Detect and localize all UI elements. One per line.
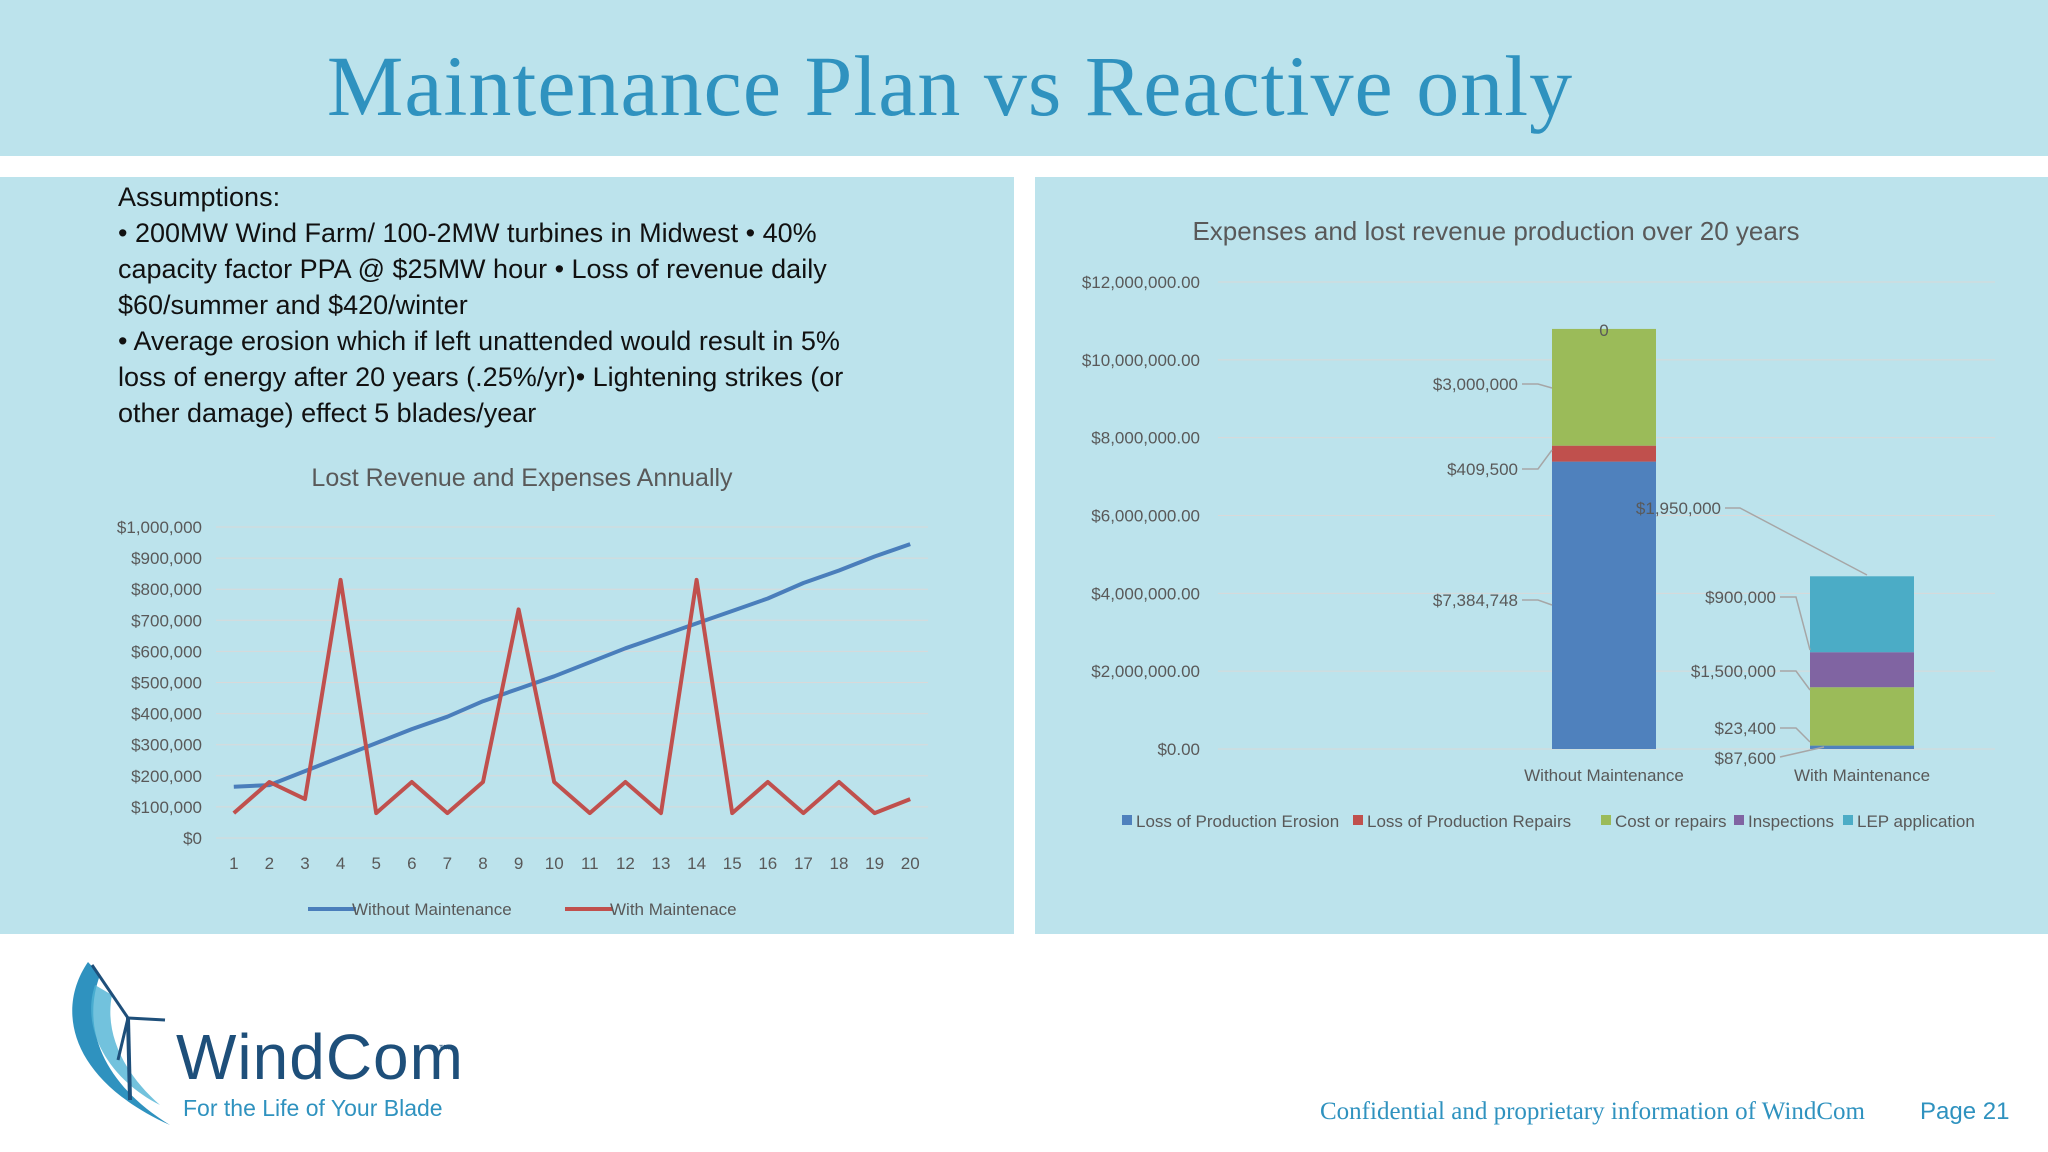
bar-legend-label: Inspections	[1748, 812, 1834, 831]
bar-legend-label: Loss of Production Erosion	[1136, 812, 1339, 831]
page-title: Maintenance Plan vs Reactive only	[326, 38, 1574, 134]
line-chart-x-tick-label: 12	[616, 854, 635, 873]
bar-segment	[1810, 652, 1914, 688]
bar-label-leader-line	[1725, 507, 1868, 576]
bar-segment	[1810, 576, 1914, 653]
assumptions-line: • Average erosion which if left unattend…	[118, 326, 840, 356]
assumptions-line: other damage) effect 5 blades/year	[118, 398, 537, 428]
line-chart-x-tick-label: 11	[581, 854, 599, 873]
bar-chart-y-tick-label: $2,000,000.00	[1091, 662, 1200, 681]
line-chart-x-tick-label: 1	[229, 854, 238, 873]
bar-legend-swatch	[1353, 815, 1363, 825]
bar-segment	[1552, 445, 1656, 462]
assumptions-line: • 200MW Wind Farm/ 100-2MW turbines in M…	[118, 218, 817, 248]
line-chart-y-tick-label: $500,000	[131, 674, 202, 693]
bar-chart-category-label: With Maintenance	[1794, 766, 1930, 785]
line-chart-x-tick-label: 17	[794, 854, 813, 873]
line-chart-y-tick-label: $800,000	[131, 580, 202, 599]
bar-data-label: $87,600	[1715, 749, 1776, 768]
line-chart-x-tick-label: 14	[687, 854, 706, 873]
logo-trademark: ™	[438, 1042, 450, 1056]
bar-legend-label: Cost or repairs	[1615, 812, 1726, 831]
bar-segment	[1810, 687, 1914, 746]
bar-label-leader-line	[1779, 746, 1825, 758]
bar-label-leader-line	[1780, 727, 1811, 743]
line-chart-series-line	[233, 542, 911, 789]
bar-label-leader-line	[1780, 596, 1811, 651]
line-chart-y-tick-label: $400,000	[131, 705, 202, 724]
line-chart-y-tick-label: $300,000	[131, 736, 202, 755]
bar-legend-swatch	[1122, 815, 1132, 825]
line-chart-x-tick-label: 3	[300, 854, 309, 873]
line-chart-y-tick-label: $600,000	[131, 642, 202, 661]
bar-legend-swatch	[1734, 815, 1744, 825]
bar-data-label: $3,000,000	[1433, 375, 1518, 394]
line-chart-y-tick-label: $200,000	[131, 767, 202, 786]
footer-page-number: Page 21	[1920, 1098, 2010, 1125]
bar-data-label: $23,400	[1715, 719, 1776, 738]
line-chart-y-tick-label: $900,000	[131, 549, 202, 568]
bar-chart-y-tick-label: $12,000,000.00	[1082, 273, 1200, 292]
line-chart-title: Lost Revenue and Expenses Annually	[311, 464, 733, 492]
bar-chart-y-tick-label: $4,000,000.00	[1091, 584, 1200, 603]
bar-legend-swatch	[1843, 815, 1853, 825]
left-panel	[0, 177, 1014, 934]
bar-chart-title: Expenses and lost revenue production ove…	[1192, 216, 1799, 246]
bar-label-leader-line	[1780, 670, 1811, 691]
line-chart-x-tick-label: 7	[443, 854, 452, 873]
bar-chart-y-tick-label: $6,000,000.00	[1091, 507, 1200, 526]
bar-data-label: $1,950,000	[1636, 499, 1721, 518]
line-chart-x-tick-label: 19	[865, 854, 884, 873]
bar-legend-label: LEP application	[1857, 812, 1975, 831]
line-chart-y-tick-label: $100,000	[131, 798, 202, 817]
bar-chart-y-tick-label: $0.00	[1157, 740, 1200, 759]
bar-chart-y-tick-label: $8,000,000.00	[1091, 429, 1200, 448]
line-chart-y-tick-label: $700,000	[131, 611, 202, 630]
bar-legend-swatch	[1601, 815, 1611, 825]
bar-data-label: $409,500	[1447, 460, 1518, 479]
bar-data-label: $7,384,748	[1433, 591, 1518, 610]
assumptions-line: $60/summer and $420/winter	[118, 290, 468, 320]
bar-data-label: $1,500,000	[1691, 662, 1776, 681]
bar-data-label: 0	[1599, 321, 1608, 340]
line-chart-y-tick-label: $0	[183, 829, 202, 848]
line-chart-legend-label: With Maintenace	[610, 900, 737, 919]
logo-wordmark: WindCom	[176, 1021, 464, 1093]
line-chart-x-tick-label: 4	[336, 854, 345, 873]
bar-chart-category-label: Without Maintenance	[1524, 766, 1684, 785]
assumptions-line: loss of energy after 20 years (.25%/yr)•…	[118, 362, 844, 392]
title-band	[0, 0, 2048, 156]
bar-segment	[1552, 328, 1656, 446]
line-chart-legend-label: Without Maintenance	[352, 900, 512, 919]
line-chart-x-tick-label: 8	[478, 854, 487, 873]
assumptions-line: capacity factor PPA @ $25MW hour • Loss …	[118, 254, 827, 284]
bar-segment	[1810, 745, 1914, 749]
bar-segment	[1552, 461, 1656, 749]
line-chart-x-tick-label: 9	[514, 854, 523, 873]
assumptions-text: Assumptions: • 200MW Wind Farm/ 100-2MW …	[118, 179, 888, 431]
line-chart-x-tick-label: 18	[830, 854, 849, 873]
bar-label-leader-line	[1522, 599, 1553, 606]
bar-label-leader-line	[1522, 383, 1553, 389]
line-chart-series-line	[232, 577, 911, 816]
line-chart-x-tick-label: 5	[371, 854, 380, 873]
line-chart-x-tick-label: 6	[407, 854, 416, 873]
line-chart-y-tick-label: $1,000,000	[117, 518, 202, 537]
bar-data-label: $900,000	[1705, 588, 1776, 607]
logo-tagline: For the Life of Your Blade	[183, 1095, 443, 1121]
bar-chart-y-tick-label: $10,000,000.00	[1082, 351, 1200, 370]
line-chart-x-tick-label: 20	[901, 854, 920, 873]
line-chart-x-tick-label: 13	[652, 854, 671, 873]
bar-label-leader-line	[1522, 449, 1553, 470]
line-chart-x-tick-label: 10	[545, 854, 564, 873]
line-chart-x-tick-label: 15	[723, 854, 742, 873]
line-chart-x-tick-label: 2	[265, 854, 274, 873]
assumptions-line: Assumptions:	[118, 182, 281, 212]
bar-legend-label: Loss of Production Repairs	[1367, 812, 1571, 831]
right-panel	[1035, 177, 2048, 934]
line-chart-x-tick-label: 16	[758, 854, 777, 873]
footer-confidential: Confidential and proprietary information…	[1320, 1098, 1865, 1125]
